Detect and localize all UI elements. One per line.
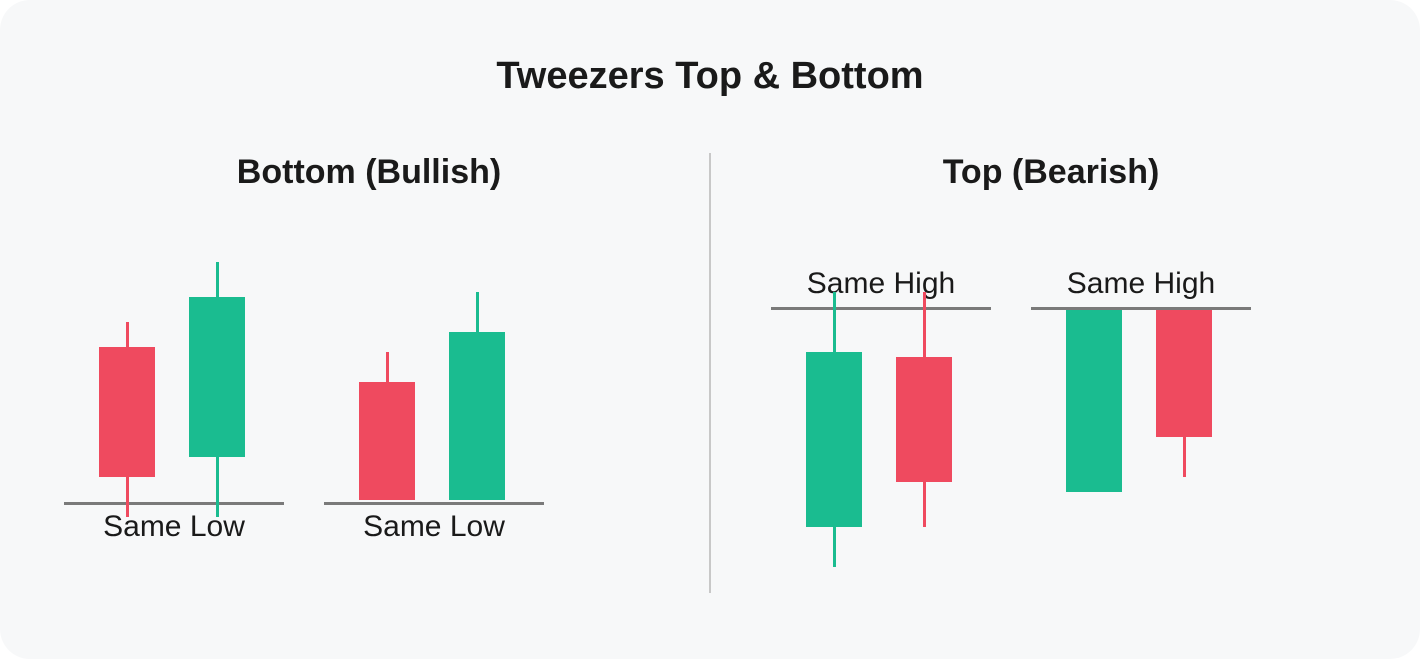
reference-line [64,502,284,505]
candle-body [359,382,415,500]
main-title: Tweezers Top & Bottom [0,55,1420,98]
left-panel-title: Bottom (Bullish) [49,153,689,192]
right-panel-title: Top (Bearish) [731,153,1371,192]
right-chart-area: Same High Same High [731,222,1371,622]
chart-card: Tweezers Top & Bottom Bottom (Bullish) S… [0,0,1420,659]
reference-line [1031,307,1251,310]
annotation-label: Same Low [64,510,284,544]
right-panel: Top (Bearish) Same High Same High [731,153,1371,622]
annotation-label: Same High [771,267,991,301]
annotation-label: Same High [1031,267,1251,301]
left-chart-area: Same Low Same Low [49,222,689,622]
candle-body [1156,310,1212,437]
reference-line [324,502,544,505]
left-panel: Bottom (Bullish) Same Low Same Low [49,153,689,622]
candle-body [806,352,862,527]
vertical-divider [709,153,711,593]
reference-line [771,307,991,310]
annotation-label: Same Low [324,510,544,544]
candle-body [1066,310,1122,492]
candle-body [99,347,155,477]
candle-body [189,297,245,457]
candle-body [896,357,952,482]
candle-body [449,332,505,500]
panels-container: Bottom (Bullish) Same Low Same Low Top (B… [0,153,1420,622]
